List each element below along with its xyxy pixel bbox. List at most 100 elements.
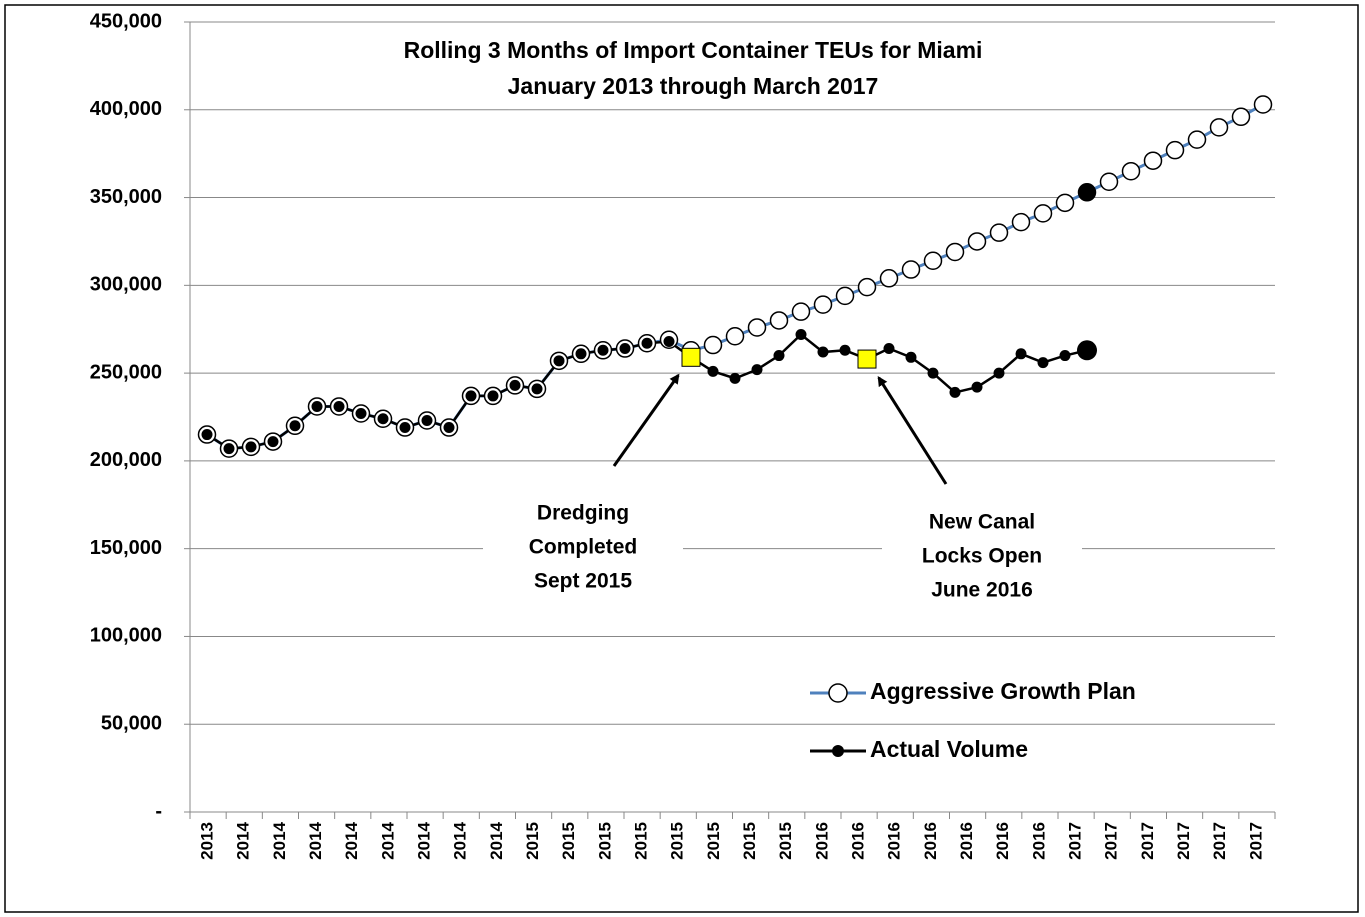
annotation-text: Locks Open (922, 545, 1042, 568)
y-tick-label: 250,000 (90, 361, 162, 383)
plan-marker (747, 318, 767, 337)
x-tick-label: 2016 (921, 822, 940, 860)
plan-marker (1099, 172, 1119, 192)
x-tick-label: 2016 (1029, 822, 1048, 860)
actual-marker (399, 422, 411, 434)
plan-marker (1187, 130, 1207, 149)
x-tick-label: 2017 (1210, 822, 1229, 860)
x-tick-label: 2017 (1246, 822, 1265, 860)
actual-marker-square (681, 347, 701, 367)
plan-marker (813, 295, 833, 314)
actual-marker (333, 400, 345, 412)
actual-marker (751, 364, 763, 376)
plan-marker (1011, 212, 1031, 232)
annotation-text: Sept 2015 (534, 570, 632, 593)
actual-marker (509, 379, 521, 391)
legend-marker (832, 745, 844, 757)
actual-marker (971, 381, 983, 393)
x-tick-label: 2014 (342, 821, 361, 859)
plan-marker (1209, 118, 1229, 137)
y-tick-label: 450,000 (90, 10, 162, 32)
actual-marker (817, 346, 829, 358)
y-tick-label: - (155, 800, 162, 822)
x-tick-label: 2017 (1066, 822, 1085, 860)
x-tick-label: 2015 (740, 822, 759, 860)
actual-marker (883, 343, 895, 355)
plan-marker (791, 302, 811, 321)
actual-marker (927, 367, 939, 379)
plan-marker (879, 269, 899, 288)
legend-label: Aggressive Growth Plan (870, 678, 1136, 704)
annotation-bg (483, 498, 683, 602)
plan-marker (1077, 183, 1097, 202)
x-tick-label: 2017 (1102, 822, 1121, 860)
actual-marker (377, 413, 389, 425)
legend-label: Actual Volume (870, 736, 1028, 762)
chart-title: Rolling 3 Months of Import Container TEU… (404, 37, 983, 63)
actual-marker-square (857, 349, 877, 369)
plan-marker (725, 326, 745, 346)
x-tick-label: 2014 (270, 821, 289, 859)
x-tick-label: 2013 (198, 822, 217, 860)
x-tick-label: 2015 (632, 822, 651, 860)
x-tick-label: 2015 (595, 822, 614, 860)
actual-marker (443, 422, 455, 434)
actual-marker (707, 365, 719, 377)
actual-marker (729, 372, 741, 384)
y-tick-label: 100,000 (90, 625, 162, 647)
plan-marker (857, 277, 877, 297)
plan-marker (989, 223, 1009, 242)
actual-marker (1037, 357, 1049, 369)
actual-marker (641, 337, 653, 349)
plan-marker (703, 335, 723, 355)
plan-marker (1121, 161, 1141, 181)
plan-marker (901, 260, 921, 279)
actual-marker (355, 407, 367, 419)
y-tick-label: 350,000 (90, 186, 162, 208)
annotation-text: New Canal (929, 511, 1035, 534)
actual-marker (839, 344, 851, 356)
x-tick-label: 2016 (885, 822, 904, 860)
annotation-arrow (877, 375, 948, 485)
plan-marker (1033, 204, 1053, 223)
x-tick-label: 2015 (523, 822, 542, 860)
actual-marker (311, 400, 323, 412)
actual-marker (597, 344, 609, 356)
x-tick-label: 2015 (776, 822, 795, 860)
chart-frame (4, 4, 1359, 913)
annotation-bg (882, 507, 1082, 611)
x-tick-label: 2016 (993, 822, 1012, 860)
actual-marker (421, 415, 433, 427)
y-tick-label: 400,000 (90, 98, 162, 120)
actual-marker (201, 429, 213, 441)
x-tick-label: 2014 (487, 821, 506, 859)
y-tick-label: 200,000 (90, 449, 162, 471)
actual-marker (531, 383, 543, 395)
plan-marker (1231, 107, 1251, 127)
x-tick-label: 2016 (812, 822, 831, 860)
plan-marker (835, 286, 855, 306)
x-tick-label: 2015 (668, 822, 687, 860)
actual-marker (949, 386, 961, 398)
x-tick-label: 2014 (378, 821, 397, 859)
x-tick-label: 2015 (559, 822, 578, 860)
actual-marker (1015, 348, 1027, 360)
actual-marker (465, 390, 477, 402)
plan-marker (1165, 140, 1185, 160)
actual-marker (575, 348, 587, 360)
x-tick-label: 2014 (234, 821, 253, 859)
actual-marker (289, 420, 301, 432)
actual-marker (553, 355, 565, 367)
annotation-text: June 2016 (931, 579, 1033, 602)
actual-marker (993, 367, 1005, 379)
chart-title: January 2013 through March 2017 (508, 73, 879, 99)
actual-marker (267, 436, 279, 448)
x-tick-label: 2015 (704, 822, 723, 860)
x-tick-label: 2017 (1138, 822, 1157, 860)
actual-marker (905, 351, 917, 363)
legend-marker (828, 683, 848, 703)
x-tick-label: 2016 (957, 822, 976, 860)
actual-marker (487, 390, 499, 402)
annotation-text: Dredging (537, 502, 629, 525)
